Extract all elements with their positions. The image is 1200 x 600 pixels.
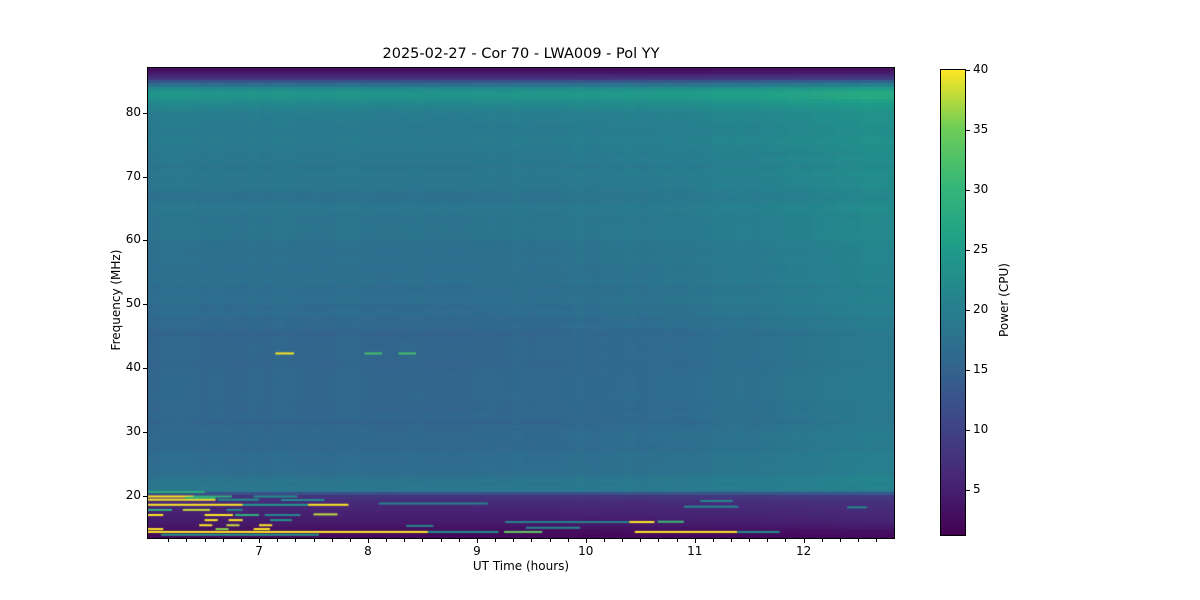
x-minor-tick — [821, 539, 823, 542]
colorbar-tick — [966, 130, 970, 131]
colorbar-tick-label: 40 — [973, 62, 989, 76]
x-minor-tick — [495, 539, 497, 542]
x-minor-tick — [277, 539, 279, 542]
x-minor-tick — [422, 539, 424, 542]
x-minor-tick — [349, 539, 351, 542]
colorbar-tick — [966, 430, 970, 431]
y-tick-label: 40 — [125, 360, 141, 375]
colorbar-label: Power (CPU) — [997, 263, 1011, 337]
x-minor-tick — [531, 539, 533, 542]
colorbar-tick-label: 30 — [973, 182, 989, 196]
x-minor-tick — [222, 539, 224, 542]
y-major-tick — [143, 240, 147, 242]
x-minor-tick — [749, 539, 751, 542]
x-minor-tick — [240, 539, 242, 542]
x-minor-tick — [785, 539, 787, 542]
x-minor-tick — [440, 539, 442, 542]
colorbar-tick — [966, 310, 970, 311]
x-minor-tick — [386, 539, 388, 542]
x-minor-tick — [204, 539, 206, 542]
x-major-tick — [694, 539, 696, 543]
y-major-tick — [143, 304, 147, 306]
x-minor-tick — [458, 539, 460, 542]
colorbar-tick — [966, 70, 970, 71]
x-minor-tick — [513, 539, 515, 542]
x-minor-tick — [676, 539, 678, 542]
x-tick-label: 10 — [578, 544, 594, 558]
x-minor-tick — [658, 539, 660, 542]
plot-title: 2025-02-27 - Cor 70 - LWA009 - Pol YY — [382, 46, 660, 62]
x-axis-label: UT Time (hours) — [472, 559, 570, 573]
x-minor-tick — [313, 539, 315, 542]
x-minor-tick — [168, 539, 170, 542]
x-major-tick — [803, 539, 805, 543]
x-minor-tick — [731, 539, 733, 542]
colorbar-tick-label: 35 — [973, 122, 989, 136]
x-tick-label: 7 — [255, 544, 263, 558]
y-tick-label: 70 — [125, 168, 141, 183]
colorbar-tick — [966, 370, 970, 371]
colorbar-tick-label: 5 — [973, 482, 981, 496]
x-minor-tick — [567, 539, 569, 542]
x-minor-tick — [331, 539, 333, 542]
x-major-tick — [367, 539, 369, 543]
x-minor-tick — [767, 539, 769, 542]
y-major-tick — [143, 495, 147, 497]
x-minor-tick — [549, 539, 551, 542]
y-tick-label: 20 — [125, 487, 141, 502]
x-minor-tick — [876, 539, 878, 542]
x-minor-tick — [404, 539, 406, 542]
y-major-tick — [143, 112, 147, 114]
colorbar-tick — [966, 490, 970, 491]
x-minor-tick — [295, 539, 297, 542]
x-tick-label: 11 — [687, 544, 703, 558]
x-minor-tick — [858, 539, 860, 542]
x-minor-tick — [186, 539, 188, 542]
y-major-tick — [143, 368, 147, 370]
colorbar-tick — [966, 190, 970, 191]
colorbar-tick-label: 20 — [973, 302, 989, 316]
y-tick-label: 30 — [125, 423, 141, 438]
x-tick-label: 12 — [795, 544, 812, 558]
colorbar-spine — [940, 69, 966, 536]
y-tick-label: 60 — [125, 232, 141, 247]
colorbar-tick-label: 15 — [973, 362, 989, 376]
x-major-tick — [259, 539, 261, 543]
x-minor-tick — [640, 539, 642, 542]
x-tick-label: 9 — [473, 544, 481, 558]
x-tick-label: 8 — [364, 544, 372, 558]
x-minor-tick — [712, 539, 714, 542]
colorbar-tick-label: 10 — [973, 422, 989, 436]
y-tick-label: 50 — [125, 296, 141, 311]
spectrogram-heatmap — [148, 68, 894, 538]
colorbar-tick-label: 25 — [973, 242, 989, 256]
y-tick-label: 80 — [125, 104, 141, 119]
x-minor-tick — [603, 539, 605, 542]
y-axis-label: Frequency (MHz) — [109, 249, 123, 351]
y-major-tick — [143, 431, 147, 433]
x-minor-tick — [839, 539, 841, 542]
x-minor-tick — [622, 539, 624, 542]
y-major-tick — [143, 176, 147, 178]
x-major-tick — [585, 539, 587, 543]
colorbar-gradient — [941, 70, 965, 535]
colorbar-tick — [966, 250, 970, 251]
x-major-tick — [476, 539, 478, 543]
